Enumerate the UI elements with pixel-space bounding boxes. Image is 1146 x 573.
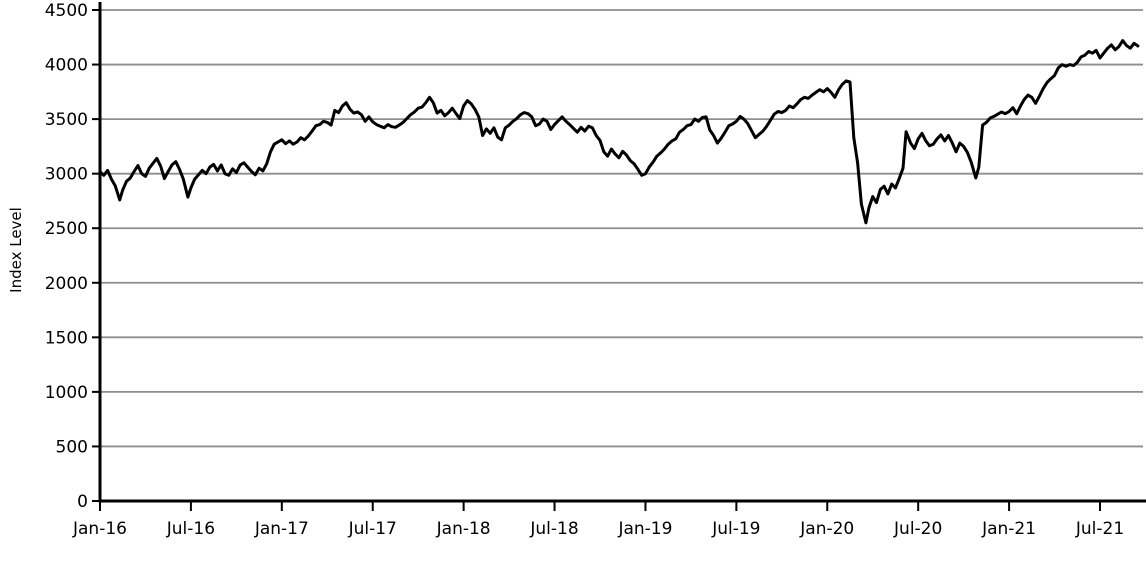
x-tick-label: Jul-21 <box>1075 519 1124 539</box>
y-axis-title: Index Level <box>7 207 25 293</box>
index-level-series-line <box>98 39 1140 225</box>
y-tick-label: 3000 <box>45 165 88 185</box>
y-tick-label: 2000 <box>45 274 88 294</box>
y-tick-label: 500 <box>56 437 88 457</box>
y-tick-label: 4000 <box>45 56 88 76</box>
y-tick-label: 3500 <box>45 110 88 130</box>
x-tick-label: Jul-18 <box>529 519 578 539</box>
x-tick-label: Jul-19 <box>711 519 760 539</box>
y-tick-label: 1000 <box>45 383 88 403</box>
y-tick-label: 4500 <box>45 1 88 21</box>
x-tick-label: Jan-18 <box>436 519 491 539</box>
x-tick-label: Jul-20 <box>893 519 942 539</box>
x-tick-label: Jan-16 <box>72 519 127 539</box>
y-tick-label: 1500 <box>45 328 88 348</box>
x-tick-label: Jan-17 <box>254 519 309 539</box>
x-tick-label: Jan-20 <box>799 519 854 539</box>
x-tick-label: Jul-16 <box>166 519 215 539</box>
x-tick-label: Jan-21 <box>981 519 1036 539</box>
y-tick-label: 0 <box>77 492 88 512</box>
y-tick-label: 2500 <box>45 219 88 239</box>
x-tick-label: Jul-17 <box>348 519 397 539</box>
x-tick-label: Jan-19 <box>617 519 672 539</box>
